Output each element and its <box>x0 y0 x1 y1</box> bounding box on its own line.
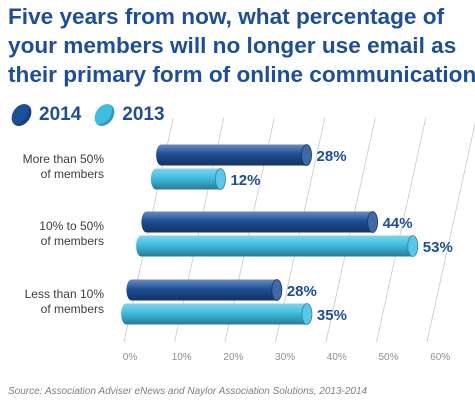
series-2013-value-label: 35% <box>317 307 347 324</box>
series-2014-bar <box>161 144 307 166</box>
series-2013-bar-end-cap <box>215 168 226 190</box>
series-2014-value-label: 28% <box>317 148 347 165</box>
legend-label-2014: 2014 <box>39 104 82 125</box>
legend-item-2014: 2014 <box>9 104 82 126</box>
x-tick-label: 20% <box>223 352 243 363</box>
title-line-2: your members will no longer use email as <box>8 33 457 58</box>
series-2014-bar-end-cap <box>271 279 283 301</box>
series-2014-value-label: 44% <box>383 215 413 232</box>
series-2014-bar-left-cap <box>141 211 152 233</box>
category-label: Less than 10% of members <box>25 287 105 316</box>
x-tick-label: 0% <box>123 352 138 363</box>
series-2014-bar-left-cap <box>126 279 137 301</box>
series-2013-bar-end-cap <box>407 235 419 257</box>
series-2014-bar-end-cap <box>367 211 379 233</box>
series-2013-bar-left-cap <box>121 303 132 325</box>
series-2013-value-label: 53% <box>423 239 453 256</box>
series-2014-bar-end-cap <box>301 144 312 166</box>
x-tick-label: 50% <box>378 352 398 363</box>
series-2013-bar <box>155 168 221 190</box>
series-2013-bar-left-cap <box>150 168 161 190</box>
legend-label-2013: 2013 <box>122 104 165 125</box>
series-2013-bar <box>141 235 413 257</box>
series-2013-bar-end-cap <box>301 303 313 325</box>
series-2014-bar <box>146 211 373 233</box>
series-2013-value-label: 12% <box>230 172 260 189</box>
x-tick-label: 30% <box>275 352 295 363</box>
source-note: Source: Association Adviser eNews and Na… <box>8 386 368 397</box>
x-tick-label: 40% <box>327 352 347 363</box>
chart-legend: 2014 2013 <box>9 103 179 127</box>
title-line-1: Five years from now, what percentage of <box>8 4 445 29</box>
category-label: More than 50% of members <box>23 152 105 181</box>
series-2014-bar <box>131 279 277 301</box>
chart-title: Five years from now, what percentage of … <box>8 2 475 89</box>
x-tick-label: 10% <box>172 352 192 363</box>
gridline <box>426 121 475 343</box>
series-2014-bar-left-cap <box>156 144 167 166</box>
title-line-3: their primary form of online communicati… <box>8 62 475 87</box>
x-tick-label: 60% <box>430 352 450 363</box>
series-2013-bar <box>126 303 307 325</box>
series-2014-value-label: 28% <box>287 283 317 300</box>
gridline <box>376 117 427 343</box>
category-label: 10% to 50% of members <box>39 219 104 248</box>
series-2013-bar-left-cap <box>136 235 147 257</box>
legend-item-2013: 2013 <box>92 104 165 126</box>
